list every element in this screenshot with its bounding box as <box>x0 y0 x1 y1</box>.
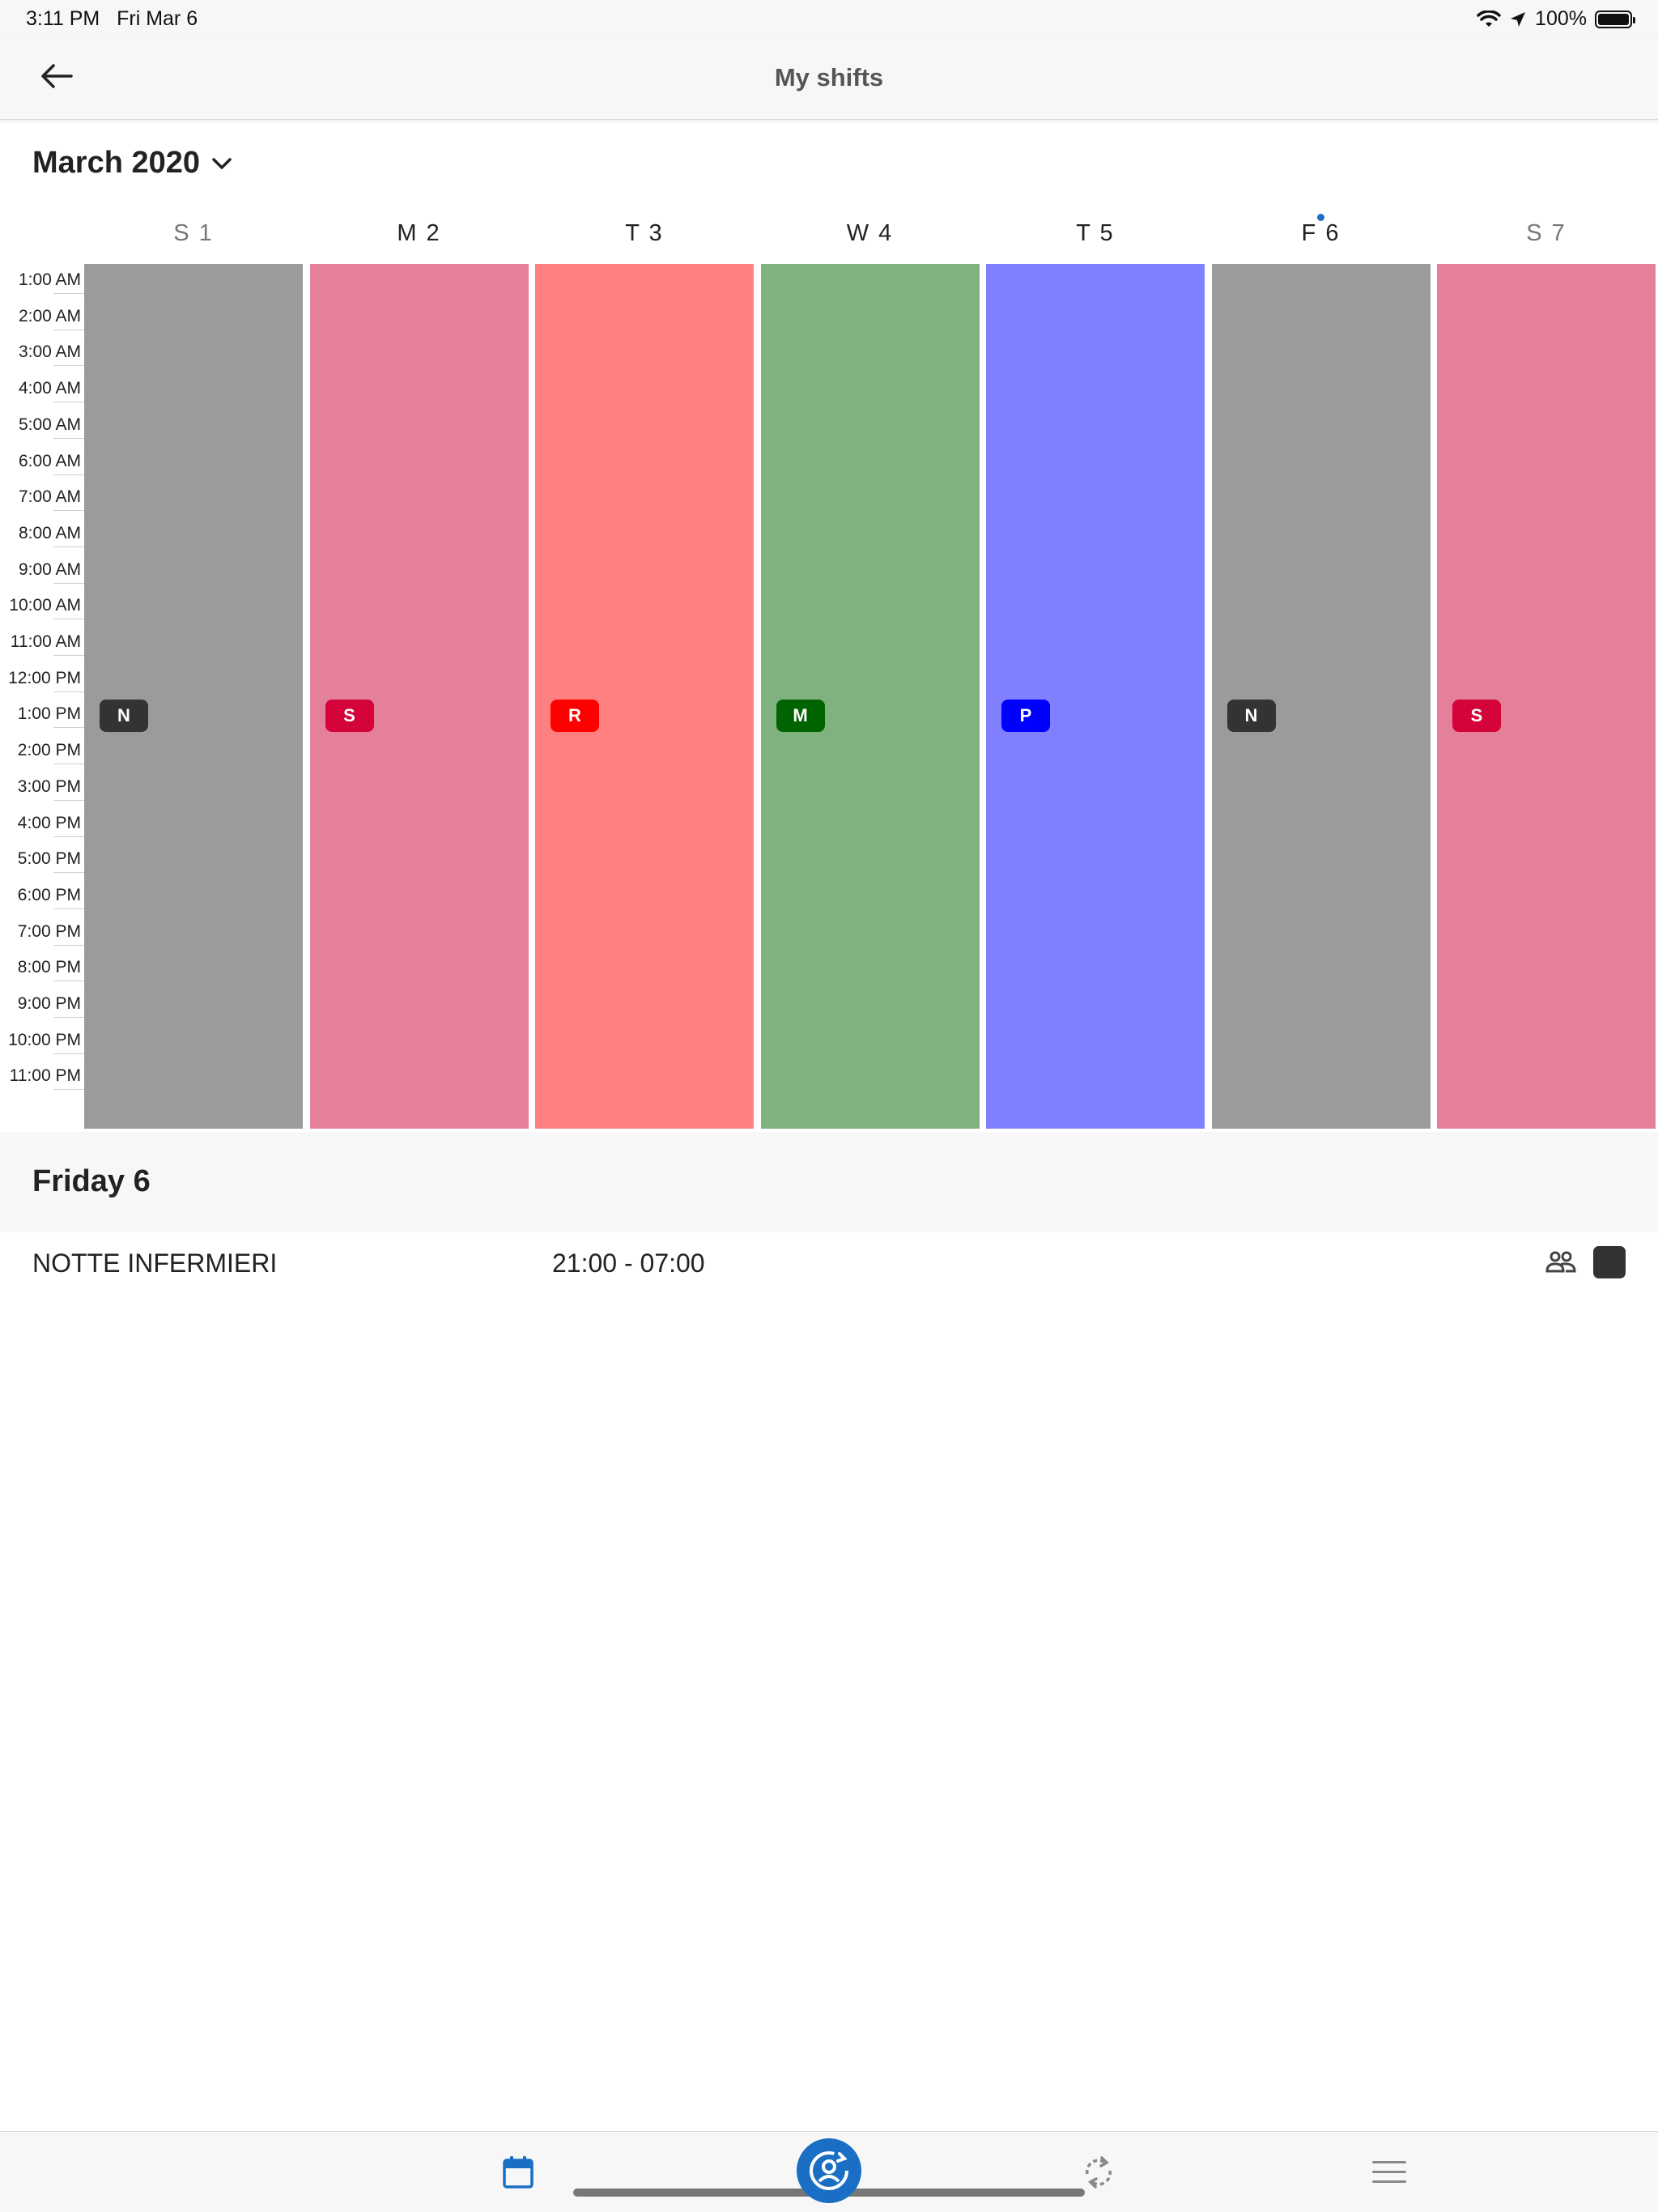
hour-label: 3:00 AM <box>18 342 81 362</box>
shift-block[interactable]: S <box>309 264 529 1129</box>
hour-label: 10:00 AM <box>9 596 81 615</box>
tab-swap[interactable] <box>1050 2132 1147 2212</box>
chevron-down-icon <box>212 157 232 169</box>
shift-row[interactable]: NOTTE INFERMIERI 21:00 - 07:00 <box>0 1232 1658 1294</box>
shift-name: NOTTE INFERMIERI <box>32 1249 278 1278</box>
shift-code-badge: N <box>100 700 148 732</box>
hour-divider <box>53 944 84 946</box>
hour-label: 4:00 PM <box>17 813 81 832</box>
hour-label: 7:00 PM <box>17 921 81 941</box>
calendar-icon <box>503 2156 534 2189</box>
day-header[interactable]: F 6 <box>1301 220 1341 246</box>
shift-block[interactable]: S <box>1437 264 1656 1129</box>
hour-label: 5:00 AM <box>18 415 81 434</box>
day-header[interactable]: S 1 <box>173 220 214 246</box>
status-time-date: 3:11 PM Fri Mar 6 <box>26 7 198 31</box>
location-arrow-icon <box>1511 11 1526 27</box>
shift-block[interactable]: R <box>535 264 754 1129</box>
hour-divider <box>53 1053 84 1054</box>
shift-block[interactable]: M <box>760 264 980 1129</box>
hour-divider <box>53 799 84 801</box>
swap-icon <box>1085 2156 1112 2189</box>
hour-label: 10:00 PM <box>8 1030 81 1049</box>
status-bar: 3:11 PM Fri Mar 6 100% <box>0 0 1658 39</box>
hour-label: 1:00 AM <box>18 270 81 289</box>
hour-divider <box>53 655 84 656</box>
hour-label: 5:00 PM <box>17 849 81 869</box>
hour-label: 11:00 AM <box>10 632 81 651</box>
hour-divider <box>53 1017 84 1018</box>
hour-divider <box>53 836 84 837</box>
hour-label: 2:00 AM <box>18 306 81 325</box>
user-sync-icon <box>810 2151 848 2190</box>
hour-label: 4:00 AM <box>18 379 81 398</box>
shift-block[interactable]: N <box>1211 264 1431 1129</box>
today-indicator <box>1317 214 1324 221</box>
hour-label: 8:00 AM <box>18 523 81 542</box>
hour-divider <box>53 437 84 439</box>
back-button[interactable] <box>32 55 81 97</box>
hour-label: 3:00 PM <box>17 776 81 796</box>
hour-label: 6:00 PM <box>17 885 81 904</box>
shift-block[interactable]: P <box>986 264 1205 1129</box>
hour-divider <box>53 474 84 475</box>
hour-label: 9:00 PM <box>17 994 81 1013</box>
selected-day-header: Friday 6 <box>0 1132 1658 1232</box>
battery-icon <box>1595 10 1635 28</box>
hour-divider <box>53 510 84 512</box>
hour-divider <box>53 691 84 692</box>
shift-code-badge: P <box>1001 700 1050 732</box>
shift-block[interactable]: N <box>84 264 303 1129</box>
status-date: Fri Mar 6 <box>117 7 198 30</box>
tab-calendar[interactable] <box>470 2132 567 2212</box>
hour-divider <box>53 1089 84 1091</box>
day-header[interactable]: T 5 <box>1076 220 1115 246</box>
day-header[interactable]: T 3 <box>625 220 664 246</box>
status-time: 3:11 PM <box>26 7 100 30</box>
shift-code-badge: N <box>1226 700 1276 732</box>
people-icon[interactable] <box>1545 1249 1577 1278</box>
hour-divider <box>53 727 84 729</box>
hour-divider <box>53 872 84 874</box>
battery-percent: 100% <box>1535 7 1587 30</box>
hour-label: 6:00 AM <box>18 451 81 470</box>
day-header[interactable]: W 4 <box>846 220 894 246</box>
hour-divider <box>53 582 84 584</box>
shift-time: 21:00 - 07:00 <box>552 1249 705 1278</box>
shift-code-badge: S <box>1452 700 1501 732</box>
day-header[interactable]: S 7 <box>1526 220 1567 246</box>
navigation-bar: My shifts <box>0 39 1658 120</box>
day-header[interactable]: M 2 <box>397 220 441 246</box>
hour-divider <box>53 365 84 367</box>
tab-user-sync[interactable] <box>797 2138 861 2203</box>
hour-label: 9:00 AM <box>18 559 81 579</box>
shift-code-badge: M <box>776 700 825 732</box>
tab-menu[interactable] <box>1341 2132 1438 2212</box>
hour-label: 11:00 PM <box>9 1066 81 1086</box>
selected-day-title: Friday 6 <box>32 1164 151 1198</box>
menu-icon <box>1372 2161 1406 2183</box>
arrow-left-icon <box>41 64 73 88</box>
hour-label: 2:00 PM <box>17 741 81 760</box>
hour-label: 7:00 AM <box>18 487 81 507</box>
hour-label: 8:00 PM <box>17 958 81 977</box>
hour-divider <box>53 908 84 909</box>
month-label: March 2020 <box>32 146 201 180</box>
month-selector[interactable]: March 2020 <box>32 146 232 181</box>
shift-color-indicator <box>1593 1246 1626 1278</box>
shift-code-badge: R <box>551 700 599 732</box>
hour-label: 1:00 PM <box>17 704 81 724</box>
shift-code-badge: S <box>325 700 374 732</box>
status-indicators: 100% <box>1477 7 1635 31</box>
page-title: My shifts <box>774 63 884 91</box>
wifi-icon <box>1477 10 1501 27</box>
hour-label: 12:00 PM <box>8 668 81 687</box>
hour-divider <box>53 293 84 294</box>
